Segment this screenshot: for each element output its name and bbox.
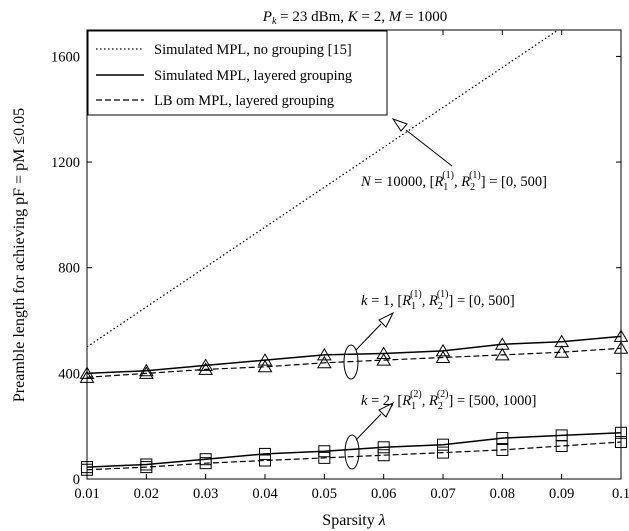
triangle-marker [198,362,214,375]
x-tick-labels: 0.01 0.02 0.03 0.04 0.05 0.06 0.07 0.08 0.09 0.1 [74,486,629,502]
annotation-n10000: N = 10000, [R1(1), R2(1)] = [0, 500] [360,170,547,193]
series-line-3 [86,432,622,468]
triangle-marker [138,363,154,377]
triangle-marker [376,346,392,360]
plot-frame [86,29,622,480]
series-line-1 [86,335,622,375]
triangle-marker [554,345,570,358]
annotation-arrowhead-n10000 [391,118,408,132]
triangle-marker [198,358,214,371]
x-axis-label: Sparsity λ [322,512,385,529]
annotation-arrow-n10000 [405,129,453,167]
square-marker [318,451,331,464]
y-tick-label: 0 [73,472,80,488]
legend: Simulated MPL, no grouping [15] Simulate… [87,30,388,116]
triangle-marker [376,353,392,366]
annotation-arrowhead-k1 [378,311,395,328]
triangle-marker [316,347,332,361]
series-line-4 [86,441,622,471]
group-ellipse-k1 [343,344,359,380]
square-marker [555,439,568,452]
square-marker [615,426,627,439]
triangle-marker [435,343,451,357]
legend-label-lower-bound: LB om MPL, layered grouping [154,93,334,109]
triangle-marker [494,347,510,361]
annotation-arrowhead-k2 [378,401,395,418]
square-marker [496,443,509,456]
y-axis-label: Preamble length for achieving pF = pM ≤0… [11,108,28,402]
square-marker [615,436,627,449]
x-tick-label: 0.04 [252,486,278,502]
series-line-2 [86,347,622,378]
triangle-marker [79,366,95,379]
square-marker [140,461,153,474]
y-tick-labels: 0 400 800 1200 1600 [51,49,80,488]
annotation-arrow-k2 [355,413,382,441]
x-tick-label: 0.05 [312,486,337,502]
square-marker [259,447,271,460]
triangle-marker [257,359,273,373]
annotations [343,118,453,470]
group-ellipse-k2 [344,434,360,470]
y-tick-label: 800 [58,261,80,277]
square-marker [377,441,390,454]
triangle-marker [435,350,451,364]
series-line-0 [86,29,559,348]
x-tick-label: 0.1 [612,486,629,502]
legend-box [87,30,388,116]
x-tick-label: 0.08 [490,486,515,502]
triangle-marker [138,366,154,379]
x-tick-label: 0.09 [549,486,574,502]
y-tick-label: 1200 [51,155,80,171]
triangle-marker [257,353,273,366]
y-tick-label: 400 [58,366,80,382]
square-marker [437,438,449,451]
chart-title: Pk = 23 dBm, K = 2, M = 1000 [262,9,447,27]
legend-label-simulated-layered: Simulated MPL, layered grouping [154,68,352,84]
series-lines [86,29,622,471]
annotation-k1: k = 1, [R1(1), R2(1)] = [0, 500] [361,289,515,312]
square-marker [81,463,93,476]
annotation-k2: k = 2, [R1(2), R2(2)] = [500, 1000] [361,389,536,412]
square-marker [318,445,331,458]
square-marker [377,449,390,462]
square-marker [259,454,271,467]
triangle-marker [79,370,95,383]
x-tick-label: 0.01 [74,486,99,502]
annotation-arrow-k1 [355,323,382,351]
triangle-marker [613,341,629,354]
x-tick-label: 0.06 [371,486,396,502]
series-markers [79,329,629,476]
square-marker [437,446,449,459]
x-tick-label: 0.03 [193,486,218,502]
legend-label-no-grouping: Simulated MPL, no grouping [15] [154,42,352,58]
square-marker [496,432,509,445]
square-marker [199,457,212,470]
x-tick-label: 0.07 [430,486,455,502]
x-tick-label: 0.02 [134,486,159,502]
triangle-marker [316,355,332,369]
y-tick-label: 1600 [51,49,80,65]
